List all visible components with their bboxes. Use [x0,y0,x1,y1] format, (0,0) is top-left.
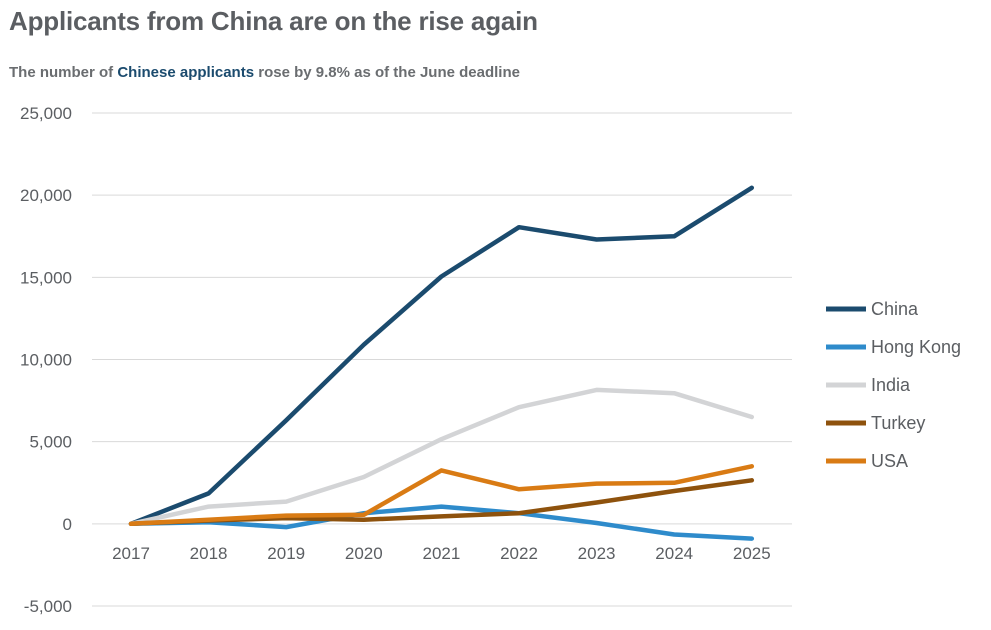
y-tick-label: 0 [63,515,72,534]
x-tick-label: 2017 [112,544,150,563]
subtitle-text-before: The number of [9,64,118,81]
x-tick-label: 2024 [655,544,693,563]
grid-lines [92,112,792,607]
subtitle-highlight: Chinese applicants [117,64,255,81]
x-axis-tick-labels: 2017 2018 2019 2020 2021 2022 2023 2024 2025 [112,544,771,563]
chart-subtitle: The number of Chinese applicants rose by… [9,64,520,81]
x-tick-label: 2022 [500,544,538,563]
series-line-hong-kong [128,504,755,541]
y-tick-label: -5,000 [24,597,72,616]
y-tick-label: 10,000 [20,351,72,370]
series-lines [128,185,755,541]
legend-label-hong-kong: Hong Kong [871,337,961,357]
legend-label-india: India [871,375,911,395]
y-tick-label: 15,000 [20,268,72,287]
x-tick-label: 2019 [267,544,305,563]
series-line-usa [128,464,755,527]
legend-label-usa: USA [871,451,908,471]
legend-label-turkey: Turkey [871,413,925,433]
series-line-china [128,185,755,527]
y-tick-label: 20,000 [20,186,72,205]
y-tick-label: 25,000 [20,104,72,123]
subtitle-text-after: rose by 9.8% as of the June deadline [254,64,520,81]
series-line-india [128,387,755,527]
x-tick-label: 2020 [345,544,383,563]
x-tick-label: 2025 [733,544,771,563]
legend: China Hong Kong India Turkey USA [826,299,961,471]
y-tick-label: 5,000 [29,433,72,452]
legend-label-china: China [871,299,919,319]
chart-title: Applicants from China are on the rise ag… [9,6,538,36]
x-tick-label: 2023 [578,544,616,563]
y-axis-tick-labels: -5,000 0 5,000 10,000 15,000 20,000 25,000 [20,104,72,616]
x-tick-label: 2021 [422,544,460,563]
x-tick-label: 2018 [190,544,228,563]
